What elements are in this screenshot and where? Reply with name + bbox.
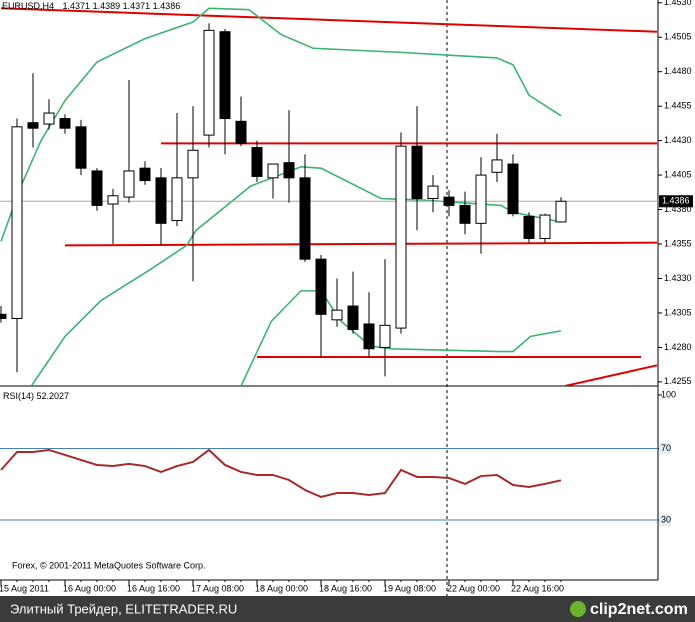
y-tick-label: 1.4455 — [664, 101, 692, 111]
x-tick-label: 18 Aug 00:00 — [255, 583, 308, 593]
candle-body — [379, 324, 391, 348]
footer-logo: clip2net.com — [590, 601, 688, 618]
candle-body — [251, 147, 263, 177]
y-tick-label: 1.4330 — [664, 273, 692, 283]
y-tick-label: 1.4305 — [664, 307, 692, 317]
band-line — [0, 7, 562, 242]
rsi-line — [0, 448, 562, 499]
candle-body — [459, 204, 471, 224]
y-tick-label: 1.4405 — [664, 169, 692, 179]
candle-body — [443, 196, 455, 206]
candle-body — [363, 323, 375, 350]
candle-body — [523, 215, 535, 239]
x-tick-label: 17 Aug 08:00 — [191, 583, 244, 593]
candle-body — [507, 163, 519, 215]
level-label-box — [659, 442, 671, 455]
header-low: 1.4371 — [123, 1, 151, 11]
price-plot — [0, 7, 658, 386]
copyright: Forex, © 2001-2011 MetaQuotes Software C… — [12, 560, 206, 570]
y-tick-label: 100 — [661, 389, 676, 399]
chart-header: EURUSD,H4 1.4371 1.4389 1.4371 1.4386 — [2, 1, 180, 11]
trend-line — [64, 241, 658, 247]
candle-body — [27, 122, 39, 129]
candle-body — [411, 145, 423, 200]
x-tick-label: 22 Aug 00:00 — [447, 583, 500, 593]
x-tick-label: 15 Aug 2011 — [0, 583, 49, 593]
x-tick-label: 18 Aug 16:00 — [319, 583, 372, 593]
candle-body — [235, 120, 247, 144]
header-close: 1.4386 — [153, 1, 181, 11]
y-tick-label: 1.4355 — [664, 238, 692, 248]
candle-body — [0, 313, 7, 319]
candle-body — [427, 185, 439, 200]
candle-body — [315, 258, 327, 315]
candle-body — [59, 118, 71, 129]
candle-body — [107, 195, 119, 205]
y-tick-label: 1.4430 — [664, 135, 692, 145]
y-tick-label: 1.4530 — [664, 0, 692, 7]
rsi-title: RSI(14) — [3, 391, 34, 401]
candle-body — [267, 163, 279, 179]
y-tick-label: 1.4380 — [664, 204, 692, 214]
candle-body — [347, 305, 359, 330]
rsi-header: RSI(14) 52.2027 — [3, 391, 69, 401]
candle-body — [539, 214, 551, 239]
candle-body — [203, 29, 215, 136]
footer-left: Элитный Трейдер, ELITETRADER.RU — [10, 601, 237, 616]
candle-body — [491, 159, 503, 173]
y-tick-label: 70 — [661, 443, 671, 453]
candle-body — [75, 126, 87, 169]
current-price-box — [659, 195, 693, 208]
candle-body — [283, 162, 295, 179]
logo-icon — [570, 601, 586, 617]
symbol: EURUSD,H4 — [2, 1, 54, 11]
y-tick-label: 1.4280 — [664, 342, 692, 352]
candle-body — [43, 112, 55, 125]
candle-body — [219, 31, 231, 120]
candle-body — [11, 126, 23, 319]
candle-body — [555, 200, 567, 223]
x-tick-label: 16 Aug 00:00 — [63, 583, 116, 593]
axes: 1.4530 1.4505 1.4480 1.4455 1.4430 1.4405 1.43… — [0, 0, 693, 593]
candle-body — [139, 167, 151, 182]
x-tick-label: 16 Aug 16:00 — [127, 583, 180, 593]
candle-body — [475, 174, 487, 224]
rsi-plot — [0, 448, 658, 521]
candle-body — [331, 309, 343, 321]
candle-body — [187, 149, 199, 179]
y-tick-label: 30 — [661, 514, 671, 524]
trend-line — [564, 364, 658, 386]
rsi-last: 52.2027 — [37, 391, 70, 401]
trend-line — [0, 7, 658, 33]
candle-body — [123, 170, 135, 198]
level-label-box — [659, 513, 671, 526]
candle-body — [395, 145, 407, 329]
candle-body — [91, 170, 103, 206]
x-tick-label: 22 Aug 16:00 — [511, 583, 564, 593]
y-tick-label: 1.4505 — [664, 32, 692, 42]
candle-body — [155, 177, 167, 224]
x-tick-label: 19 Aug 08:00 — [383, 583, 436, 593]
header-open: 1.4371 — [63, 1, 91, 11]
header-high: 1.4389 — [93, 1, 121, 11]
candle-body — [299, 177, 311, 260]
y-tick-label: 1.4255 — [664, 376, 692, 386]
current-price-label: 1.4386 — [662, 196, 690, 206]
candle-body — [171, 177, 183, 222]
y-tick-label: 1.4480 — [664, 66, 692, 76]
